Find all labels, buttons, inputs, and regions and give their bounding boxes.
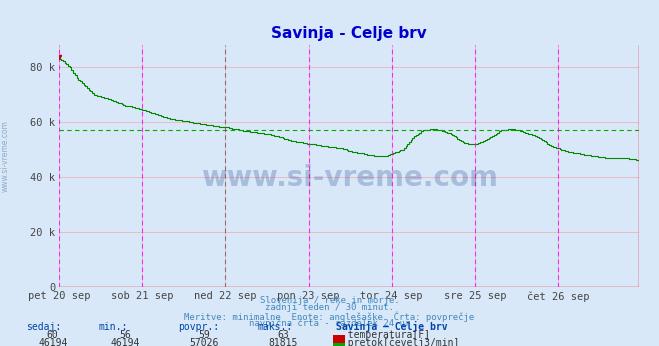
Text: www.si-vreme.com: www.si-vreme.com <box>1 120 10 192</box>
Text: 57026: 57026 <box>190 338 219 346</box>
Text: pretok[čevelj3/min]: pretok[čevelj3/min] <box>336 337 459 346</box>
Text: povpr.:: povpr.: <box>178 322 219 333</box>
Text: 81815: 81815 <box>269 338 298 346</box>
Text: maks.:: maks.: <box>257 322 292 333</box>
Text: Slovenija / reke in morje.: Slovenija / reke in morje. <box>260 296 399 305</box>
Text: 46194: 46194 <box>38 338 67 346</box>
Text: min.:: min.: <box>99 322 129 333</box>
Text: 63: 63 <box>277 330 289 340</box>
Text: www.si-vreme.com: www.si-vreme.com <box>201 164 498 192</box>
Text: Savinja – Celje brv: Savinja – Celje brv <box>336 321 447 333</box>
Text: Meritve: minimalne  Enote: anglešaške  Črta: povprečje: Meritve: minimalne Enote: anglešaške Črt… <box>185 311 474 321</box>
Text: temperatura[F]: temperatura[F] <box>336 330 430 340</box>
Text: sedaj:: sedaj: <box>26 322 61 333</box>
Text: 59: 59 <box>198 330 210 340</box>
Text: 56: 56 <box>119 330 131 340</box>
Text: 46194: 46194 <box>111 338 140 346</box>
Text: zadnji teden / 30 minut.: zadnji teden / 30 minut. <box>265 303 394 312</box>
Title: Savinja - Celje brv: Savinja - Celje brv <box>272 26 427 41</box>
Text: navpična črta - razdelek 24 ur: navpična črta - razdelek 24 ur <box>249 319 410 328</box>
Text: 60: 60 <box>47 330 59 340</box>
